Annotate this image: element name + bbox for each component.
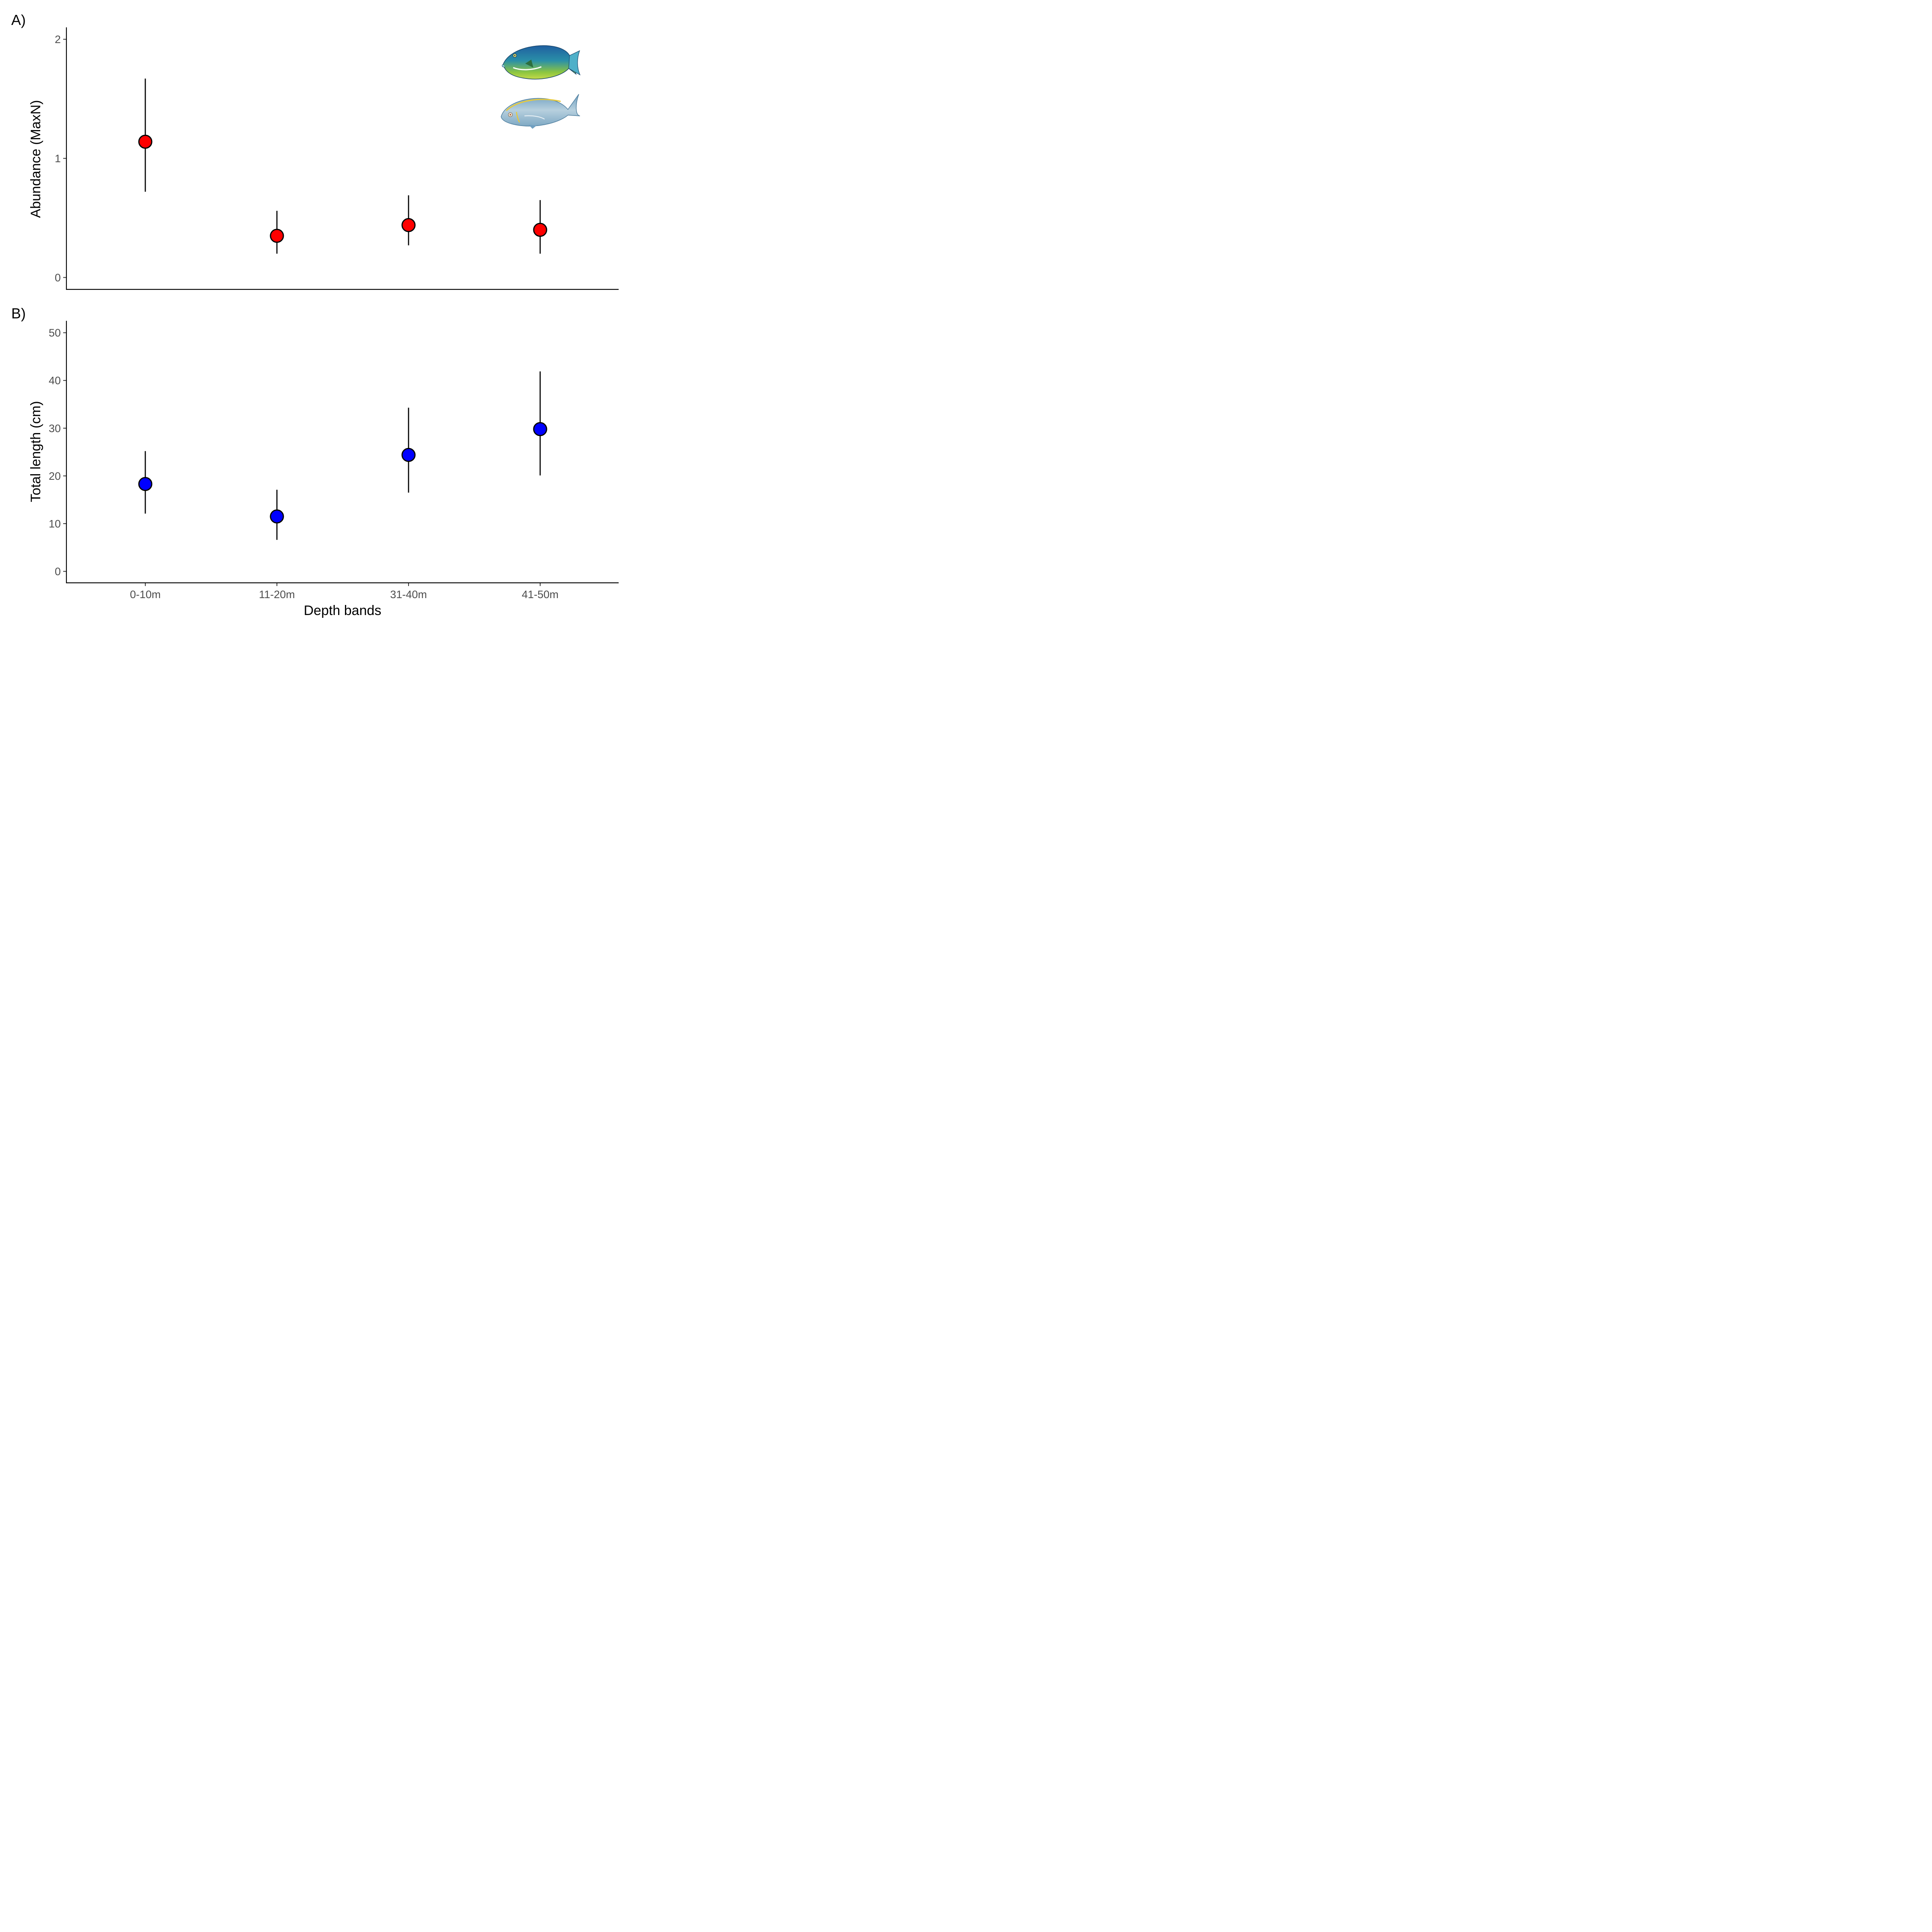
x-tick-label: 11-20m <box>259 588 295 601</box>
panel-a-y-tick-label: 1 <box>55 153 61 165</box>
panel-b-marks <box>138 371 547 540</box>
panel-a-data-point <box>138 134 153 149</box>
panel-a-axes <box>66 27 619 290</box>
rudderfish-icon <box>501 94 580 129</box>
panel-a-marks <box>138 78 547 254</box>
x-tick-label: 41-50m <box>522 588 559 601</box>
panel-b-axes <box>66 321 619 584</box>
panel-b-label: B) <box>11 305 26 322</box>
panel-a-y-ticks: 0 1 2 <box>55 33 66 284</box>
parrotfish-icon <box>502 45 581 80</box>
panel-b-data-point <box>401 448 416 462</box>
panel-b-y-tick-label: 20 <box>49 470 61 482</box>
panel-b-data-point <box>270 509 284 524</box>
panel-a-data-point <box>270 229 284 243</box>
panel-a-y-tick-label: 0 <box>55 272 61 284</box>
panel-b-y-tick-label: 50 <box>49 327 61 339</box>
panel-a-y-tick-label: 2 <box>55 33 61 45</box>
panel-b-y-ticks: 0 10 20 30 40 50 <box>49 327 66 578</box>
panel-b-y-tick-label: 0 <box>55 566 61 578</box>
x-axis-title: Depth bands <box>304 603 382 618</box>
panel-a-y-axis-title: Abundance (MaxN) <box>28 100 43 218</box>
panel-b-y-tick-label: 30 <box>49 422 61 434</box>
panel-a-data-point <box>533 223 547 237</box>
panel-a-label: A) <box>11 12 26 28</box>
panel-b-y-tick-label: 40 <box>49 375 61 387</box>
x-tick-label: 31-40m <box>390 588 427 601</box>
panel-b-x-ticks: 0-10m 11-20m 31-40m 41-50m <box>130 583 559 601</box>
panel-b-y-tick-label: 10 <box>49 518 61 530</box>
panel-b-y-axis-title: Total length (cm) <box>28 401 43 502</box>
panel-a: A) Abundance (MaxN) 0 1 2 <box>11 12 619 290</box>
panel-b-data-point <box>138 477 153 491</box>
fish-illustrations <box>501 45 581 129</box>
panel-b-data-point <box>533 422 547 436</box>
figure: A) Abundance (MaxN) 0 1 2 <box>11 12 619 618</box>
x-tick-label: 0-10m <box>130 588 161 601</box>
panel-a-data-point <box>401 218 416 232</box>
panel-b: B) Total length (cm) 0 10 20 30 40 50 0-10m 11… <box>11 305 619 618</box>
